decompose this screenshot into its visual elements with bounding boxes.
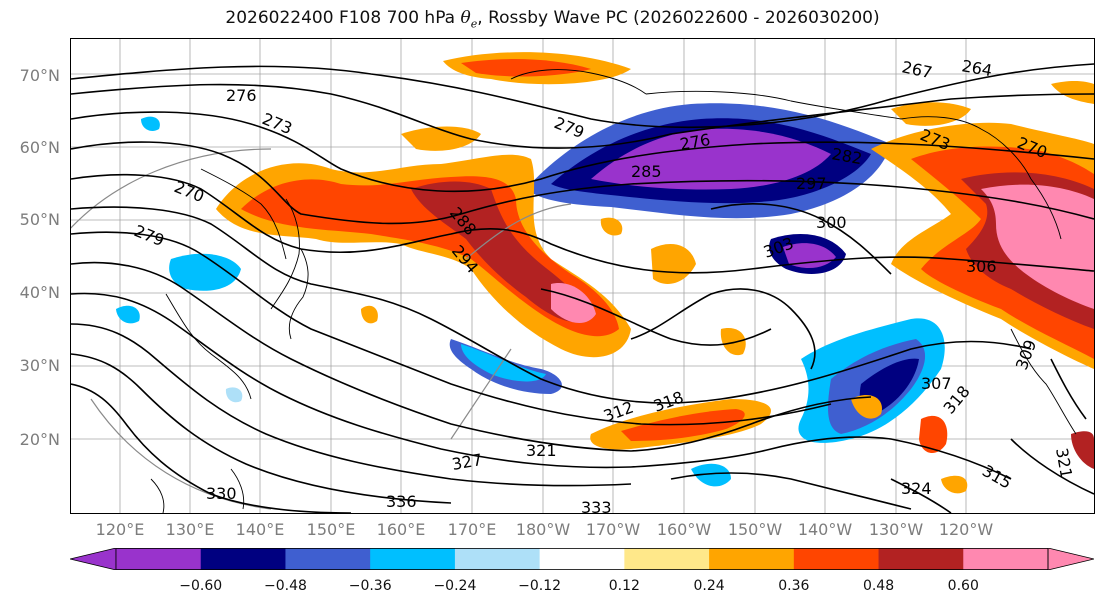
contour-label: 264 xyxy=(960,56,993,80)
contour-label: 321 xyxy=(1052,446,1076,479)
contour-label: 300 xyxy=(816,213,847,232)
colorbar-segment xyxy=(793,548,880,570)
contour-label: 315 xyxy=(979,461,1015,493)
colorbar-segment xyxy=(285,548,371,570)
contour-label: 336 xyxy=(386,492,417,511)
colorbar-extend-high xyxy=(1047,548,1094,570)
contour-label: 309 xyxy=(1012,337,1040,372)
colorbar-segment xyxy=(539,548,625,570)
colorbar-segment xyxy=(116,548,202,570)
longitude-label: 120°W xyxy=(938,520,994,539)
colorbar-tick-label: 0.60 xyxy=(947,578,979,594)
colorbar-segment xyxy=(370,548,456,570)
longitude-label: 130°E xyxy=(165,520,215,539)
colorbar xyxy=(70,548,1094,570)
theta-e-contours xyxy=(71,63,1094,513)
colorbar-tick-label: 0.36 xyxy=(778,578,810,594)
colorbar-tick-label: −0.12 xyxy=(518,578,562,594)
latitude-label: 20°N xyxy=(19,430,60,449)
latitude-label: 70°N xyxy=(19,66,60,85)
contour-label: 324 xyxy=(901,479,932,498)
contour-label: 321 xyxy=(526,441,557,460)
contour-label: 327 xyxy=(450,450,483,474)
colorbar-segment xyxy=(624,548,710,570)
contour-label: 306 xyxy=(966,257,997,276)
longitude-label: 170°W xyxy=(585,520,641,539)
contour-label: 276 xyxy=(226,86,257,105)
latitude-label: 30°N xyxy=(19,356,60,375)
colorbar-segment xyxy=(963,548,1049,570)
longitude-label: 170°E xyxy=(447,520,497,539)
contour-label: 285 xyxy=(631,162,662,181)
colorbar-frame xyxy=(115,548,1049,570)
colorbar-tick-label: 0.12 xyxy=(608,578,640,594)
longitude-label: 120°E xyxy=(95,520,145,539)
contour-label: 279 xyxy=(132,221,167,250)
longitude-label: 130°W xyxy=(868,520,924,539)
contour-label: 297 xyxy=(796,174,827,193)
longitude-label: 180°W xyxy=(515,520,571,539)
latitude-label: 50°N xyxy=(19,210,60,229)
longitude-label: 160°E xyxy=(376,520,426,539)
colorbar-segment xyxy=(878,548,964,570)
contour-label: 273 xyxy=(260,109,295,138)
colorbar-tick-label: 0.48 xyxy=(862,578,895,594)
longitude-label: 140°W xyxy=(797,520,853,539)
contour-label: 267 xyxy=(900,57,934,82)
longitude-label: 160°W xyxy=(656,520,712,539)
colorbar-segment xyxy=(454,548,541,570)
plot-title: 2026022400 F108 700 hPa θe, Rossby Wave … xyxy=(225,8,880,31)
colorbar-segment xyxy=(200,548,286,570)
contour-label: 333 xyxy=(581,498,612,513)
contour-label: 270 xyxy=(172,177,207,206)
coastlines xyxy=(150,69,1077,513)
longitude-label: 150°W xyxy=(727,520,783,539)
map-panel: 267 264 276 273 279 270 279 276 285 282 273 270 288 2… xyxy=(71,39,1094,513)
colorbar-segment xyxy=(709,548,795,570)
rossby-wave-shading xyxy=(116,52,1094,494)
colorbar-tick-label: −0.48 xyxy=(264,578,307,594)
colorbar-tick-label: 0.24 xyxy=(693,578,725,594)
longitude-label: 150°E xyxy=(306,520,356,539)
latitude-label: 40°N xyxy=(19,283,60,302)
latitude-label: 60°N xyxy=(19,138,60,157)
colorbar-extend-low xyxy=(70,548,117,570)
colorbar-tick-label: −0.36 xyxy=(348,578,392,594)
contour-label: 330 xyxy=(206,484,237,503)
colorbar-tick-label: −0.24 xyxy=(433,578,477,594)
contour-label: 307 xyxy=(921,374,952,393)
colorbar-tick-label: −0.60 xyxy=(179,578,223,594)
longitude-label: 140°E xyxy=(235,520,285,539)
